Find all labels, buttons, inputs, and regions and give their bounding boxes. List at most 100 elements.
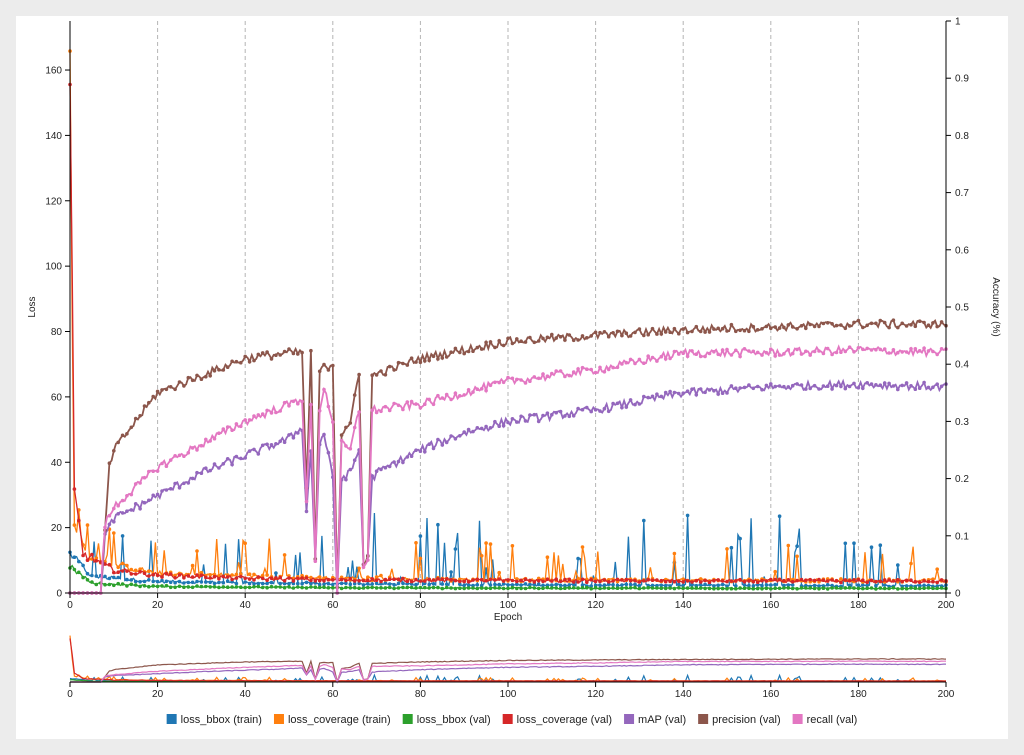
series-point — [444, 585, 449, 590]
series-point — [392, 368, 396, 372]
series-point — [825, 384, 830, 389]
series-point — [344, 581, 348, 586]
series-point — [716, 392, 720, 396]
series-point — [418, 360, 423, 365]
series-point — [738, 586, 742, 590]
navigator-x-tick-label: 40 — [240, 689, 252, 700]
series-point — [790, 383, 795, 388]
series-point — [94, 556, 99, 560]
series-point — [690, 387, 694, 392]
series-point — [887, 578, 891, 582]
series-point — [580, 365, 585, 370]
series-point — [497, 570, 502, 575]
series-point — [672, 390, 677, 395]
series-point — [133, 482, 138, 486]
series-point — [423, 359, 427, 363]
series-point — [497, 424, 502, 429]
series-point — [116, 581, 120, 586]
series-point — [532, 412, 537, 417]
series-point — [887, 381, 891, 386]
series-point — [431, 446, 436, 451]
series-point — [602, 330, 607, 334]
series-point — [344, 425, 348, 430]
series-point — [208, 468, 212, 473]
series-point — [317, 582, 322, 587]
series-point — [449, 350, 453, 355]
series-point — [909, 578, 913, 582]
series-point — [103, 582, 107, 587]
series-point — [212, 581, 217, 586]
series-point — [458, 350, 462, 355]
series-point — [168, 487, 173, 491]
series-point — [729, 322, 734, 327]
series-point — [265, 578, 269, 582]
series-point — [462, 430, 467, 434]
training-chart[interactable]: 0 20 40 60 80 100 120 140 160 180 200Epoch02040608… — [16, 16, 1008, 739]
series-point — [882, 320, 887, 325]
series-point — [655, 392, 659, 397]
legend-label: loss_bbox (train) — [181, 714, 262, 726]
series-point — [606, 367, 611, 372]
series-point — [637, 586, 642, 591]
series-point — [939, 384, 944, 389]
series-point — [160, 461, 164, 466]
series-point — [173, 576, 177, 580]
series-point — [690, 349, 694, 353]
series-point — [339, 586, 344, 591]
series-point — [939, 586, 944, 590]
series-point — [571, 580, 576, 584]
series-point — [204, 466, 208, 471]
series-point — [427, 442, 432, 447]
series-point — [168, 580, 173, 585]
series-point — [909, 586, 913, 590]
series-point — [769, 577, 773, 582]
series-point — [891, 586, 896, 590]
series-point — [274, 585, 278, 589]
series-point — [168, 385, 173, 389]
legend-label: loss_coverage (train) — [288, 714, 391, 726]
series-point — [348, 467, 353, 472]
series-point — [147, 498, 151, 503]
series-point — [230, 573, 234, 577]
series-point — [690, 586, 694, 590]
series-point — [120, 582, 125, 586]
series-point — [874, 579, 878, 584]
series-point — [628, 582, 633, 587]
navigator-x-tick-label: 60 — [327, 689, 339, 700]
series-point — [190, 563, 195, 568]
series-point — [909, 323, 913, 327]
series-point — [186, 574, 191, 578]
series-point — [830, 583, 834, 588]
x-tick-label: 140 — [675, 600, 692, 611]
series-point — [567, 577, 572, 582]
navigator-series-line — [70, 660, 947, 684]
series-point — [825, 579, 830, 583]
series-point — [155, 469, 160, 473]
series-point — [720, 326, 725, 331]
series-point — [383, 581, 388, 585]
series-point — [304, 576, 309, 580]
series-point — [90, 580, 94, 584]
series-point — [405, 585, 410, 590]
series-point — [847, 384, 852, 389]
series-point — [659, 578, 664, 583]
series-point — [786, 385, 791, 389]
legend-label: loss_coverage (val) — [517, 714, 612, 726]
series-point — [352, 393, 357, 397]
series-point — [501, 380, 506, 385]
series-point — [300, 585, 304, 590]
series-point — [269, 576, 274, 580]
series-point — [423, 579, 427, 583]
series-point — [633, 330, 637, 335]
series-point — [296, 581, 300, 586]
series-point — [861, 583, 865, 587]
series-point — [190, 378, 195, 383]
y-right-tick-label: 0.1 — [955, 531, 969, 542]
legend-label: mAP (val) — [638, 714, 686, 726]
series-point — [747, 586, 751, 591]
series-point — [773, 582, 777, 587]
series-point — [313, 585, 318, 589]
series-point — [760, 353, 764, 357]
series-point — [519, 339, 523, 344]
series-point — [142, 475, 147, 480]
